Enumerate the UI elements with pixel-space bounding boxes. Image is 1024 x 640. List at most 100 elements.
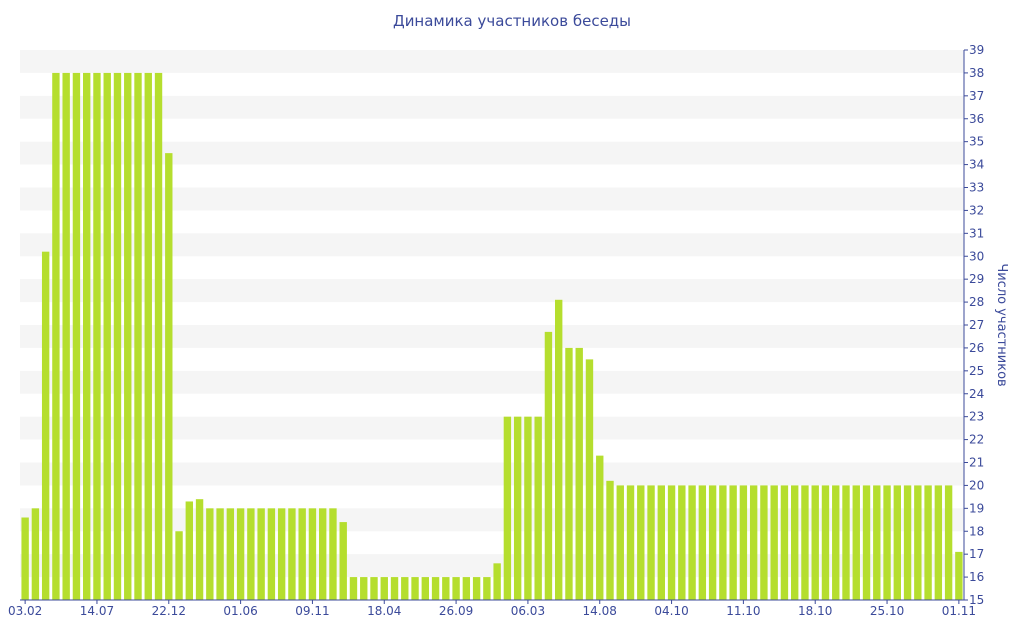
bar bbox=[647, 485, 655, 600]
bar bbox=[154, 72, 163, 601]
bar bbox=[360, 577, 368, 600]
bar bbox=[770, 485, 778, 600]
bar bbox=[411, 577, 419, 600]
bar bbox=[862, 485, 871, 600]
x-tick-label: 01.06 bbox=[223, 604, 257, 618]
bar bbox=[719, 485, 727, 600]
bar bbox=[113, 72, 122, 601]
bar bbox=[493, 563, 501, 600]
bar bbox=[21, 517, 29, 600]
bar bbox=[873, 485, 881, 600]
bar bbox=[749, 485, 758, 600]
y-tick-label: 27 bbox=[969, 318, 984, 332]
bar bbox=[729, 485, 737, 600]
bar bbox=[708, 485, 717, 600]
bar bbox=[606, 480, 614, 600]
grid-band bbox=[20, 416, 964, 440]
grid-bands bbox=[20, 50, 964, 578]
bar bbox=[657, 485, 665, 600]
y-tick-label: 39 bbox=[969, 43, 984, 57]
bar bbox=[596, 455, 604, 601]
x-tick-label: 14.08 bbox=[583, 604, 617, 618]
bar bbox=[62, 72, 70, 601]
bar bbox=[41, 251, 50, 601]
x-tick-label: 04.10 bbox=[654, 604, 688, 618]
bar bbox=[934, 485, 943, 600]
bar bbox=[52, 72, 60, 601]
bar bbox=[370, 577, 378, 600]
bar bbox=[319, 508, 327, 600]
x-tick-label: 22.12 bbox=[152, 604, 186, 618]
bar bbox=[93, 72, 101, 601]
grid-band bbox=[20, 187, 964, 211]
bar bbox=[72, 72, 81, 601]
bar bbox=[124, 72, 132, 601]
y-tick-label: 37 bbox=[969, 89, 984, 103]
x-tick-label: 11.10 bbox=[726, 604, 760, 618]
y-tick-label: 19 bbox=[969, 501, 984, 515]
grid-band bbox=[20, 279, 964, 303]
bar bbox=[185, 501, 193, 600]
bar bbox=[483, 577, 491, 600]
bar bbox=[442, 577, 450, 600]
bar bbox=[339, 522, 347, 600]
grid-band bbox=[20, 370, 964, 394]
bar bbox=[739, 485, 748, 600]
bar bbox=[678, 485, 686, 600]
grid-band bbox=[20, 141, 964, 165]
bar bbox=[134, 72, 142, 601]
chart-title: Динамика участников беседы bbox=[392, 12, 632, 30]
bar bbox=[288, 508, 296, 600]
bar bbox=[308, 508, 317, 600]
y-tick-label: 29 bbox=[969, 272, 984, 286]
bar bbox=[893, 485, 901, 600]
y-tick-label: 16 bbox=[969, 570, 984, 584]
y-tick-label: 34 bbox=[969, 158, 984, 172]
bar bbox=[801, 485, 809, 600]
y-tick-label: 22 bbox=[969, 433, 984, 447]
bar bbox=[431, 577, 440, 600]
bar bbox=[780, 485, 789, 600]
bar bbox=[472, 577, 481, 600]
bar bbox=[842, 485, 850, 600]
bar bbox=[380, 577, 388, 600]
y-tick-label: 15 bbox=[969, 593, 984, 607]
bar bbox=[103, 72, 111, 601]
bar bbox=[626, 485, 635, 600]
x-tick-label: 25.10 bbox=[870, 604, 904, 618]
y-tick-label: 17 bbox=[969, 547, 984, 561]
x-tick-label: 01.11 bbox=[942, 604, 976, 618]
bar bbox=[349, 577, 358, 600]
bar bbox=[452, 577, 460, 600]
bar bbox=[534, 416, 542, 600]
y-tick-label: 35 bbox=[969, 135, 984, 149]
bar bbox=[821, 485, 830, 600]
y-tick-label: 38 bbox=[969, 66, 984, 80]
grid-band bbox=[20, 233, 964, 257]
y-tick-label: 21 bbox=[969, 456, 984, 470]
bar bbox=[503, 416, 512, 600]
bar bbox=[247, 508, 255, 600]
x-tick-label: 18.10 bbox=[798, 604, 832, 618]
bar bbox=[175, 531, 183, 600]
x-tick-label: 26.09 bbox=[439, 604, 473, 618]
y-tick-label: 24 bbox=[969, 387, 984, 401]
bar bbox=[944, 485, 953, 600]
y-tick-label: 31 bbox=[969, 226, 984, 240]
bar bbox=[637, 485, 645, 600]
bar bbox=[31, 508, 40, 600]
x-axis-ticks: 03.02 14.07 22.12 01.06 09.11 18.04 26.09 06.03… bbox=[8, 600, 976, 618]
grid-band bbox=[20, 95, 964, 119]
x-tick-label: 06.03 bbox=[511, 604, 545, 618]
y-tick-label: 20 bbox=[969, 478, 984, 492]
grid-band bbox=[20, 462, 964, 486]
y-tick-label: 32 bbox=[969, 203, 984, 217]
bar bbox=[832, 485, 840, 600]
bar bbox=[914, 485, 922, 600]
bar bbox=[421, 577, 429, 600]
bar bbox=[555, 299, 563, 600]
bar bbox=[277, 508, 286, 600]
bar bbox=[524, 416, 532, 600]
bar bbox=[298, 508, 306, 600]
grid-band bbox=[20, 554, 964, 578]
